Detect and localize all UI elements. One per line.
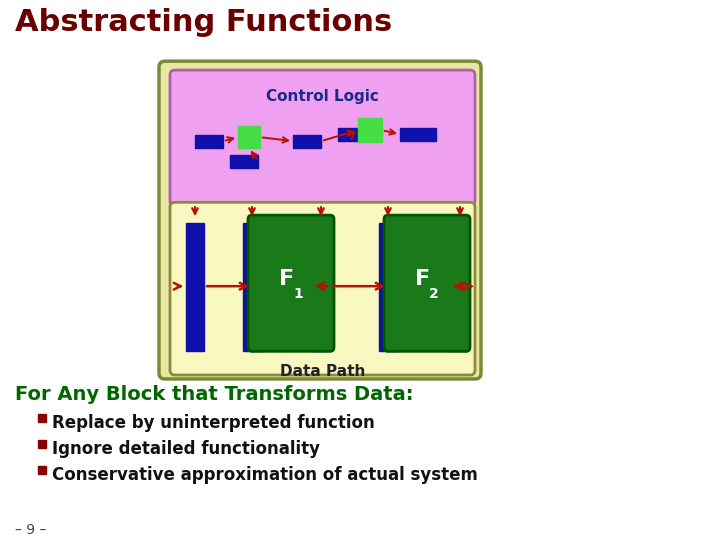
Text: 1: 1 — [293, 287, 303, 301]
Bar — [358, 119, 382, 142]
Bar — [312, 223, 330, 351]
Bar — [186, 223, 204, 351]
Bar — [450, 223, 468, 351]
FancyBboxPatch shape — [170, 70, 475, 206]
Bar — [293, 135, 321, 148]
Bar — [38, 466, 46, 474]
Text: 2: 2 — [429, 287, 439, 301]
Bar — [38, 414, 46, 423]
FancyBboxPatch shape — [248, 215, 334, 351]
Bar — [400, 128, 436, 141]
Text: Data Path: Data Path — [280, 364, 365, 379]
Text: F: F — [416, 270, 431, 289]
Bar — [38, 440, 46, 448]
FancyBboxPatch shape — [170, 202, 475, 375]
Text: Replace by uninterpreted function: Replace by uninterpreted function — [52, 414, 375, 432]
Text: Ignore detailed functionality: Ignore detailed functionality — [52, 440, 320, 458]
Text: Abstracting Functions: Abstracting Functions — [15, 8, 393, 37]
Bar — [379, 223, 397, 351]
Text: Control Logic: Control Logic — [266, 89, 379, 104]
Bar — [243, 223, 261, 351]
Text: F: F — [280, 270, 295, 289]
Bar — [195, 135, 223, 148]
FancyBboxPatch shape — [159, 61, 481, 379]
Bar — [238, 126, 260, 148]
Bar — [230, 155, 258, 168]
Bar — [338, 128, 368, 141]
FancyBboxPatch shape — [384, 215, 470, 351]
Text: For Any Block that Transforms Data:: For Any Block that Transforms Data: — [15, 385, 413, 404]
Text: Conservative approximation of actual system: Conservative approximation of actual sys… — [52, 466, 478, 484]
Text: – 9 –: – 9 – — [15, 523, 46, 537]
